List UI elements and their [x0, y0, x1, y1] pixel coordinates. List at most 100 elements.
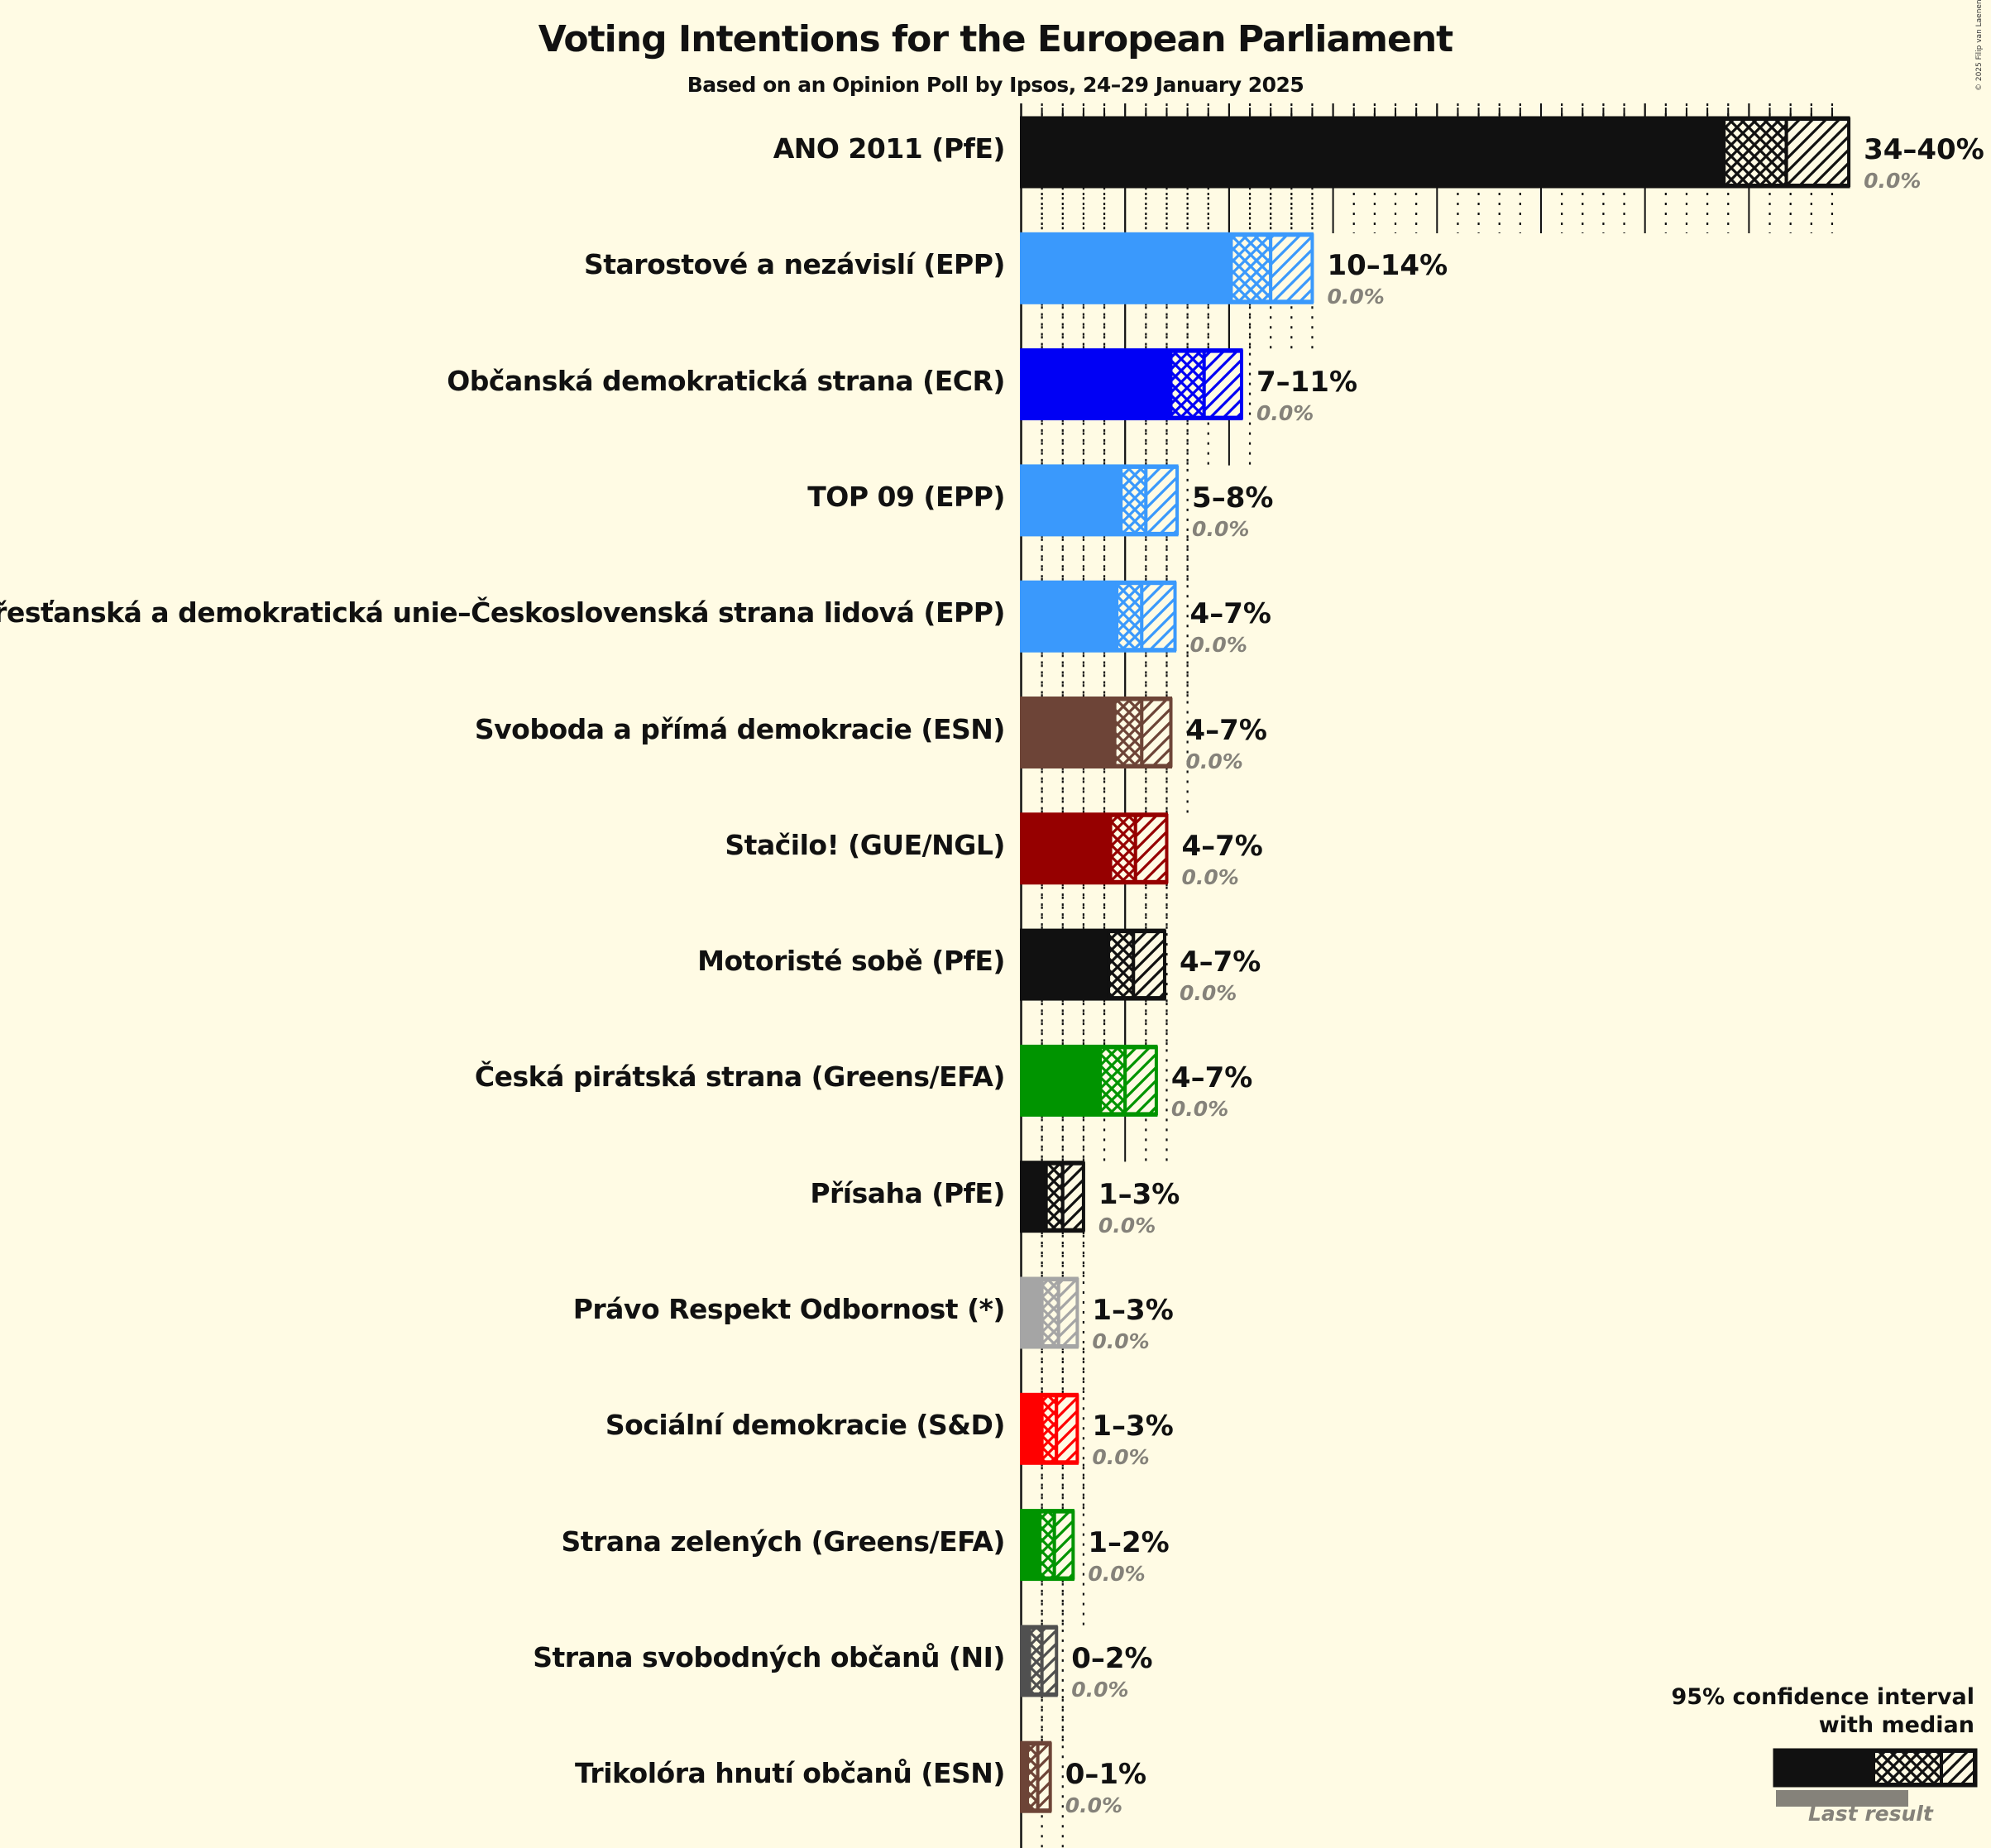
bar-outline	[1020, 1161, 1085, 1233]
last-result-label: 0.0%	[1092, 1445, 1150, 1470]
bar-ci-upper	[1056, 1278, 1079, 1348]
bar-solid	[1021, 1046, 1101, 1116]
bar-ci-lower	[1722, 117, 1788, 187]
bar-ci-lower	[1038, 1510, 1056, 1580]
bar-outline	[1020, 1392, 1079, 1465]
legend-title: 95% confidence interval with median	[1672, 1683, 1974, 1740]
bar-ci-upper	[1132, 930, 1166, 1000]
party-label: Strana svobodných občanů (NI)	[533, 1640, 1005, 1673]
party-label: Sociální demokracie (S&D)	[605, 1409, 1006, 1442]
last-result-label: 0.0%	[1071, 1677, 1129, 1702]
bar-ci-upper	[1140, 582, 1177, 652]
bar-outline	[1020, 1509, 1074, 1582]
bar-ci-lower	[1115, 582, 1144, 652]
bar-group	[1020, 1740, 1052, 1813]
bar-ci-upper	[1140, 697, 1173, 768]
range-label: 5–8%	[1192, 481, 1274, 515]
bar-ci-upper	[1133, 813, 1169, 883]
party-label: Trikolóra hnutí občanů (ESN)	[575, 1757, 1005, 1790]
bar-group	[1020, 116, 1851, 189]
bar-solid	[1021, 349, 1171, 419]
bar-ci-upper	[1060, 1161, 1085, 1232]
last-result-label: 0.0%	[1098, 1213, 1156, 1238]
range-label: 0–1%	[1065, 1758, 1147, 1792]
bar-ci-lower	[1229, 233, 1273, 304]
bar-ci-upper	[1040, 1625, 1059, 1696]
bar-solid	[1021, 1510, 1041, 1580]
party-label: Občanská demokratická strana (ECR)	[447, 364, 1005, 397]
party-label: Strana zelených (Greens/EFA)	[561, 1525, 1006, 1558]
bar-solid	[1021, 1161, 1046, 1232]
bar-ci-lower	[1119, 465, 1148, 535]
last-result-label: 0.0%	[1170, 1097, 1229, 1122]
bar-outline	[1020, 464, 1179, 537]
last-result-label: 0.0%	[1179, 981, 1237, 1006]
party-label: Starostové a nezávislí (EPP)	[584, 248, 1006, 281]
last-result-label: 0.0%	[1092, 1329, 1150, 1353]
bar-outline	[1020, 812, 1168, 885]
bar-solid	[1021, 582, 1118, 652]
bar-ci-upper	[1036, 1742, 1052, 1812]
chart-subtitle: Based on an Opinion Poll by Ipsos, 24–29…	[687, 73, 1304, 97]
bar-outline	[1020, 348, 1243, 421]
bar-ci-lower	[1040, 1278, 1060, 1348]
last-result-label: 0.0%	[1256, 400, 1314, 425]
bar-group	[1020, 580, 1177, 653]
bar-outline	[1020, 1625, 1058, 1697]
range-label: 7–11%	[1256, 365, 1358, 399]
bar-ci-upper	[1784, 117, 1851, 187]
range-label: 0–2%	[1071, 1641, 1153, 1675]
bar-outline	[1020, 1740, 1052, 1813]
bar-ci-upper	[1052, 1510, 1075, 1580]
bar-solid	[1021, 1742, 1028, 1812]
last-result-label: 0.0%	[1065, 1793, 1123, 1818]
last-result-label: 0.0%	[1864, 169, 1922, 193]
range-label: 4–7%	[1185, 713, 1267, 747]
bar-outline	[1020, 928, 1166, 1001]
legend-swatch	[1773, 1748, 1978, 1807]
legend-title-line2: with median	[1818, 1712, 1974, 1738]
range-label: 34–40%	[1864, 133, 1984, 166]
bar-ci-lower	[1098, 1046, 1127, 1116]
range-label: 4–7%	[1189, 597, 1271, 631]
legend-last-result-bar	[1776, 1790, 1908, 1807]
range-label: 1–3%	[1092, 1294, 1174, 1327]
range-label: 1–2%	[1088, 1525, 1170, 1559]
bar-solid	[1021, 1625, 1030, 1696]
bar-outline	[1020, 697, 1173, 768]
bar-ci-upper	[1202, 349, 1243, 419]
party-label: Křesťanská a demokratická unie–Českoslov…	[0, 596, 1005, 630]
bar-solid	[1021, 1394, 1042, 1464]
bar-solid	[1021, 697, 1115, 768]
legend-title-line1: 95% confidence interval	[1671, 1684, 1974, 1710]
party-label: Stačilo! (GUE/NGL)	[725, 828, 1005, 861]
bar-solid	[1021, 930, 1109, 1000]
bar-solid	[1021, 117, 1725, 187]
bar-ci-lower	[1169, 349, 1206, 419]
bar-group	[1020, 1509, 1075, 1582]
bar-group	[1020, 1044, 1158, 1117]
party-label: Česká pirátská strana (Greens/EFA)	[474, 1060, 1006, 1094]
last-result-label: 0.0%	[1327, 285, 1385, 309]
range-label: 4–7%	[1179, 946, 1261, 979]
last-result-label: 0.0%	[1185, 749, 1243, 773]
legend-last-result-label: Last result	[1808, 1802, 1933, 1826]
bar-group	[1020, 812, 1169, 885]
party-label: Svoboda a přímá demokracie (ESN)	[474, 712, 1006, 745]
bar-ci-upper	[1269, 233, 1314, 304]
party-label: ANO 2011 (PfE)	[773, 132, 1006, 165]
bar-ci-lower	[1108, 813, 1137, 883]
range-label: 1–3%	[1098, 1177, 1180, 1211]
last-result-label: 0.0%	[1088, 1561, 1146, 1586]
bar-outline	[1020, 1276, 1079, 1349]
bar-group	[1020, 697, 1173, 768]
bar-ci-lower	[1044, 1161, 1065, 1232]
last-result-label: 0.0%	[1189, 633, 1247, 658]
bar-ci-upper	[1123, 1046, 1158, 1116]
bar-ci-upper	[1144, 465, 1180, 535]
bar-ci-lower	[1113, 697, 1144, 768]
range-label: 4–7%	[1181, 829, 1263, 863]
bar-group	[1020, 348, 1243, 421]
last-result-label: 0.0%	[1181, 864, 1239, 889]
